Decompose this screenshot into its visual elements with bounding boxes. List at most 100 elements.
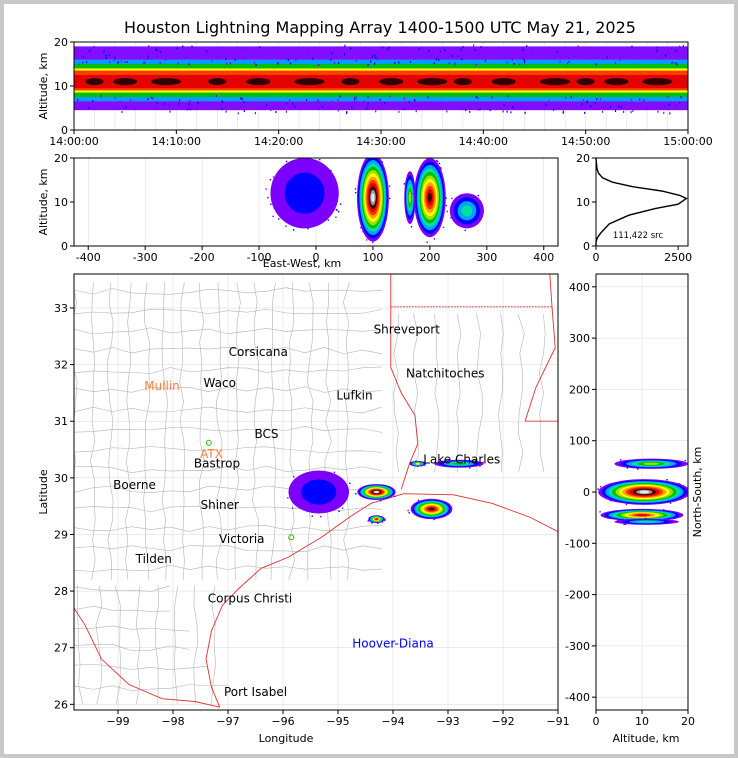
time-height-speck — [344, 44, 346, 47]
map-xtick-label: −95 — [326, 715, 349, 728]
ew-cell-1-speck — [388, 185, 391, 187]
time-height-speck — [213, 101, 215, 104]
time-height-speck — [146, 57, 149, 60]
ew-cell-0-speck — [285, 160, 288, 163]
site-label: Hoover-Diana — [352, 637, 434, 651]
time-height-speck — [287, 58, 289, 61]
map-frame — [73, 273, 559, 711]
county-line — [252, 282, 259, 580]
time-height-speck — [213, 106, 215, 109]
time-height-speck — [675, 62, 677, 65]
station-marker — [288, 534, 295, 541]
time-height-speck — [182, 45, 184, 48]
ew-cell-1-speck — [365, 239, 368, 241]
time-height-speck — [371, 54, 373, 57]
time-height-speck — [606, 56, 608, 59]
map-ytick-label: 33 — [54, 302, 68, 315]
time-height-speck — [103, 50, 105, 53]
county-line — [90, 282, 96, 580]
map-xtick-label: −96 — [271, 715, 294, 728]
time-height-speck — [552, 108, 555, 111]
county-line — [74, 644, 190, 652]
time-height-speck — [672, 61, 674, 64]
ew-cell-0-level-1 — [284, 172, 325, 214]
time-height-speck — [243, 57, 245, 60]
map-cell-4-level-4 — [452, 462, 466, 465]
ns-ytick-label: -400 — [565, 691, 590, 704]
time-height-speck — [387, 48, 389, 51]
time-height-speck — [403, 97, 405, 100]
time-height-speck — [673, 107, 676, 110]
time-height-peak — [576, 78, 595, 86]
time-height-speck — [513, 62, 515, 65]
ew-xtick-label: 400 — [533, 251, 554, 264]
time-height-peak — [294, 78, 325, 86]
ew-cell-1-speck — [354, 191, 357, 194]
ew-cell-4-level-3 — [461, 205, 473, 217]
parish-line — [434, 313, 440, 473]
map-cell-5-level-6 — [416, 462, 420, 465]
ns-cell-2-speck — [599, 511, 601, 513]
time-height-speck — [105, 57, 107, 60]
county-line — [74, 446, 383, 454]
parish-line — [476, 313, 483, 473]
ns-xlabel: Altitude, km — [612, 732, 679, 745]
time-height-speck — [237, 112, 239, 115]
time-height-speck — [165, 58, 167, 61]
time-height-speck — [524, 111, 526, 114]
ew-cell-0-speck — [336, 209, 338, 212]
time-height-speck — [157, 55, 159, 58]
ns-ytick-label: 300 — [569, 332, 590, 345]
time-height-speck — [479, 108, 481, 111]
time-height-speck — [531, 49, 533, 52]
ew-cell-3-speck — [442, 226, 445, 229]
map-xtick-label: −93 — [436, 715, 459, 728]
time-height-speck — [545, 103, 547, 106]
time-height-speck — [614, 109, 617, 112]
time-height-speck — [584, 111, 586, 114]
city-label: Tilden — [135, 552, 172, 566]
time-height-speck — [583, 57, 585, 60]
time-height-speck — [196, 106, 199, 109]
ew-cell-3-speck — [411, 192, 414, 195]
time-height-speck — [568, 57, 570, 60]
time-height-speck — [285, 110, 288, 113]
time-height-speck — [663, 111, 665, 114]
time-height-speck — [215, 95, 218, 98]
county-line — [107, 282, 114, 580]
time-height-speck — [88, 49, 91, 52]
county-line — [74, 545, 383, 553]
time-height-speck — [346, 112, 348, 115]
time-height-speck — [259, 46, 261, 49]
map-ytick-label: 32 — [54, 359, 68, 372]
time-height-speck — [434, 103, 436, 106]
time-height-speck — [240, 104, 243, 107]
time-height-speck — [355, 96, 357, 99]
time-height-speck — [294, 105, 296, 108]
figure-title: Houston Lightning Mapping Array 1400-150… — [124, 18, 636, 37]
time-height-speck — [511, 58, 514, 61]
time-height-speck — [270, 108, 272, 111]
map-cell-3-level-10 — [428, 507, 435, 511]
ew-cell-0-speck — [335, 216, 337, 218]
ew-cell-3-level-10 — [427, 192, 432, 203]
county-line — [74, 406, 383, 414]
time-height-speck — [564, 96, 567, 99]
time-height-speck — [346, 111, 348, 114]
ew-cell-0-speck — [272, 176, 275, 178]
ew-cell-0-speck — [339, 203, 342, 205]
time-height-speck — [660, 55, 662, 58]
time-height-speck — [596, 98, 598, 101]
histogram-line — [595, 157, 688, 246]
time-height-speck — [188, 103, 190, 106]
ew-cell-4-speck — [450, 197, 453, 200]
time-height-speck — [475, 63, 478, 66]
time-height-speck — [245, 48, 247, 51]
ew-cell-3-speck — [445, 197, 448, 199]
time-height-speck — [382, 46, 384, 49]
time-height-speck — [223, 102, 225, 105]
time-height-xtick-label: 14:10:00 — [152, 135, 201, 148]
time-height-speck — [109, 61, 111, 64]
time-height-speck — [676, 63, 678, 66]
time-height-speck — [188, 63, 190, 66]
